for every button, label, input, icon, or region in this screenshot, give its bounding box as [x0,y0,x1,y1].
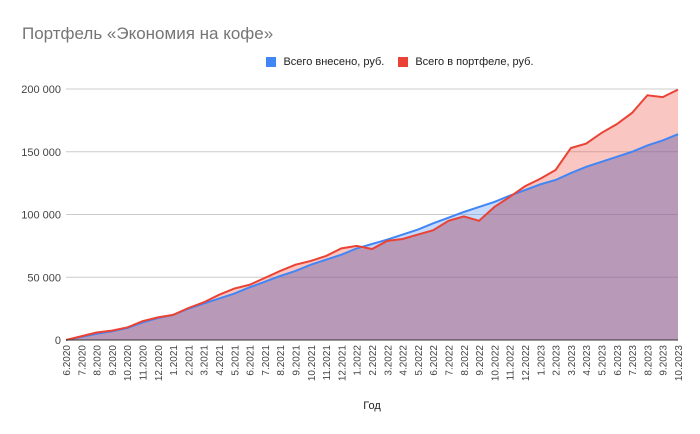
x-tick-label: 6.2021 [246,345,257,376]
x-tick-label: 6.2022 [429,345,440,376]
x-tick-label: 7.2020 [77,345,88,376]
legend-swatch-red [398,57,409,67]
x-tick-label: 3.2022 [383,345,394,376]
legend-item-portfolio[interactable]: Всего в портфеле, руб. [398,56,534,68]
x-tick-label: 8.2021 [276,345,287,376]
x-tick-label: 3.2023 [567,345,578,376]
x-tick-label: 3.2021 [200,345,211,376]
x-axis-label: Год [363,400,381,412]
x-tick-label: 5.2022 [414,345,425,376]
x-tick-label: 6.2020 [62,345,73,376]
y-tick-label: 200 000 [21,84,61,96]
x-tick-label: 10.2022 [490,345,501,382]
x-tick-label: 9.2020 [108,345,119,376]
y-tick-label: 50 000 [27,272,61,284]
x-tick-label: 1.2023 [536,345,547,376]
x-tick-label: 2.2022 [368,345,379,376]
y-tick-label: 150 000 [21,147,61,159]
legend-swatch-blue [266,57,277,67]
legend-label: Всего внесено, руб. [283,56,385,68]
x-tick-label: 11.2022 [506,345,517,381]
x-tick-label: 8.2020 [93,345,104,376]
x-tick-label: 11.2021 [322,345,333,381]
x-tick-label: 11.2020 [139,345,150,381]
y-tick-label: 0 [55,335,61,347]
area-contributed [66,134,678,340]
x-tick-label: 4.2021 [215,345,226,376]
area-overlap [66,134,678,340]
x-tick-label: 10.2020 [123,345,134,382]
area-portfolio [66,89,678,340]
x-tick-label: 10.2023 [674,345,685,382]
line-portfolio [65,88,679,341]
x-tick-label: 4.2022 [399,345,410,376]
x-tick-label: 6.2023 [613,345,624,376]
legend: Всего внесено, руб. Всего в портфеле, ру… [0,56,700,68]
x-tick-label: 8.2022 [460,345,471,376]
x-tick-label: 12.2020 [154,345,165,382]
x-tick-label: 9.2022 [475,345,486,376]
x-tick-label: 8.2023 [643,345,654,376]
x-tick-label: 12.2022 [521,345,532,382]
x-tick-label: 7.2023 [628,345,639,376]
x-tick-label: 10.2021 [307,345,318,382]
x-tick-label: 12.2021 [337,345,348,382]
x-tick-label: 9.2023 [659,345,670,376]
x-tick-label: 7.2021 [261,345,272,376]
x-tick-label: 4.2023 [582,345,593,376]
x-tick-label: 9.2021 [292,345,303,376]
x-tick-label: 1.2021 [169,345,180,376]
legend-label: Всего в портфеле, руб. [415,56,534,68]
y-tick-label: 100 000 [21,210,61,222]
chart-title: Портфель «Экономия на кофе» [22,24,274,43]
x-tick-label: 2.2023 [552,345,563,376]
x-tick-label: 2.2021 [184,345,195,376]
x-tick-label: 5.2021 [230,345,241,376]
x-tick-label: 7.2022 [445,345,456,376]
legend-item-contributed[interactable]: Всего внесено, руб. [266,56,384,68]
x-tick-label: 1.2022 [353,345,364,376]
x-tick-label: 5.2023 [598,345,609,376]
